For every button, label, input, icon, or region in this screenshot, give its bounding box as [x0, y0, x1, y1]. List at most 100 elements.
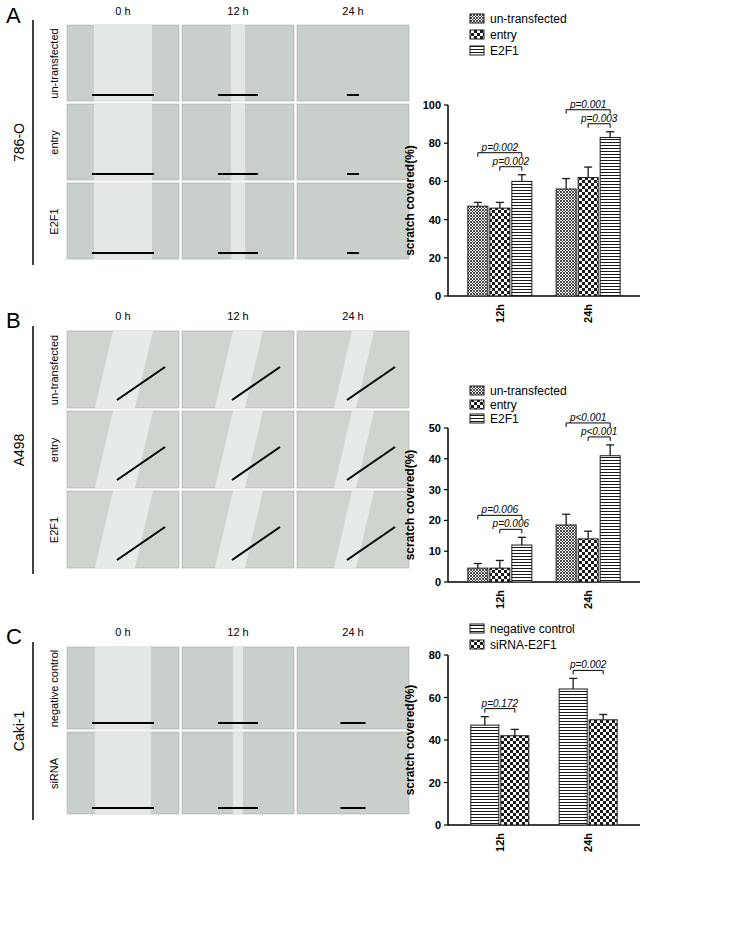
scale-bar	[218, 252, 258, 254]
micrograph	[182, 331, 294, 408]
y-tick-label: 60	[429, 692, 441, 704]
x-tick-label: 12h	[494, 304, 506, 323]
bar	[501, 736, 529, 825]
micrograph	[182, 411, 294, 488]
y-axis-label: scratch covered(%)	[403, 685, 417, 796]
p-value: p<0.001	[580, 426, 617, 437]
error-cap	[562, 514, 570, 515]
micrograph	[182, 25, 294, 101]
error-cap	[562, 178, 570, 179]
row-label: E2F1	[48, 517, 60, 543]
time-label: 12 h	[227, 310, 248, 322]
error-stem	[610, 445, 611, 456]
y-tick-label: 60	[429, 175, 441, 187]
error-cap	[584, 531, 592, 532]
cell-line: Caki-1	[11, 711, 27, 752]
divider	[32, 642, 34, 820]
scale-bar	[232, 447, 280, 480]
micrograph	[297, 331, 409, 408]
p-value: p=0.002	[481, 142, 519, 153]
micrograph	[297, 411, 409, 488]
error-stem	[514, 729, 515, 735]
y-tick	[444, 551, 448, 552]
y-tick-label: 20	[429, 777, 441, 789]
y-tick	[444, 782, 448, 783]
y-tick-label: 10	[429, 545, 441, 557]
error-stem	[484, 717, 485, 726]
y-tick-label: 30	[429, 484, 441, 496]
time-label: 0 h	[115, 310, 130, 322]
y-axis	[447, 105, 449, 296]
bar	[578, 539, 598, 582]
scratch-area	[334, 331, 374, 408]
row-label: entry	[48, 437, 60, 462]
micrograph	[67, 183, 179, 259]
legend-label: un-transfected	[490, 12, 567, 26]
scratch-area	[215, 491, 263, 568]
divider	[32, 326, 34, 574]
row-label: E2F1	[48, 208, 60, 234]
micrograph	[297, 25, 409, 101]
legend-swatch	[470, 400, 484, 409]
legend-label: entry	[490, 398, 517, 412]
scale-bar	[341, 807, 366, 809]
p-value: p=0.006	[492, 518, 530, 529]
micrograph	[67, 732, 179, 814]
panel-label: C	[6, 624, 22, 649]
p-value: p=0.002	[569, 659, 607, 670]
error-stem	[588, 167, 589, 178]
scratch-area	[95, 732, 151, 814]
error-cap	[606, 444, 614, 445]
error-cap	[474, 202, 482, 203]
error-bar	[606, 132, 614, 138]
significance-bracket	[588, 124, 610, 128]
scratch-area	[233, 732, 243, 814]
scratch-area	[215, 411, 263, 488]
legend-swatch	[470, 624, 484, 633]
time-label: 0 h	[115, 626, 130, 638]
error-bar	[474, 202, 482, 206]
scratch-area	[95, 491, 153, 568]
marks	[468, 445, 620, 582]
x-tick-label: 24h	[582, 833, 594, 852]
scale-bar	[218, 94, 258, 96]
y-tick	[444, 654, 448, 655]
scale-bar	[92, 722, 154, 724]
error-cap	[599, 714, 607, 715]
scale-bar	[92, 807, 154, 809]
scratch-area	[94, 183, 152, 259]
micrograph	[67, 411, 179, 488]
error-bar	[562, 179, 570, 190]
x-tick-label: 24h	[582, 590, 594, 609]
significance-bracket	[566, 423, 610, 427]
scratch-area	[334, 411, 374, 488]
significance-bracket	[573, 670, 603, 674]
scale-bar	[347, 94, 359, 96]
bar	[468, 568, 488, 582]
y-tick	[444, 295, 448, 296]
time-label: 24 h	[342, 310, 363, 322]
error-bar	[481, 717, 489, 726]
scratch-area	[95, 647, 151, 729]
legend-label: E2F1	[490, 44, 519, 58]
y-tick	[444, 489, 448, 490]
marks	[468, 132, 620, 296]
micrograph	[182, 732, 294, 814]
error-stem	[566, 179, 567, 190]
time-label: 12 h	[227, 5, 248, 17]
time-label: 0 h	[115, 5, 130, 17]
error-cap	[496, 202, 504, 203]
y-tick	[444, 143, 448, 144]
legend-swatch	[470, 30, 484, 39]
p-value: p=0.002	[492, 156, 530, 167]
bar	[468, 206, 488, 296]
scratch-area	[231, 104, 245, 180]
error-stem	[566, 514, 567, 525]
significance-bracket	[485, 709, 515, 713]
scale-bar	[347, 367, 395, 400]
bar	[589, 720, 617, 825]
error-stem	[573, 678, 574, 689]
scale-bar	[92, 94, 154, 96]
legend-label: E2F1	[490, 412, 519, 426]
error-stem	[499, 202, 500, 208]
